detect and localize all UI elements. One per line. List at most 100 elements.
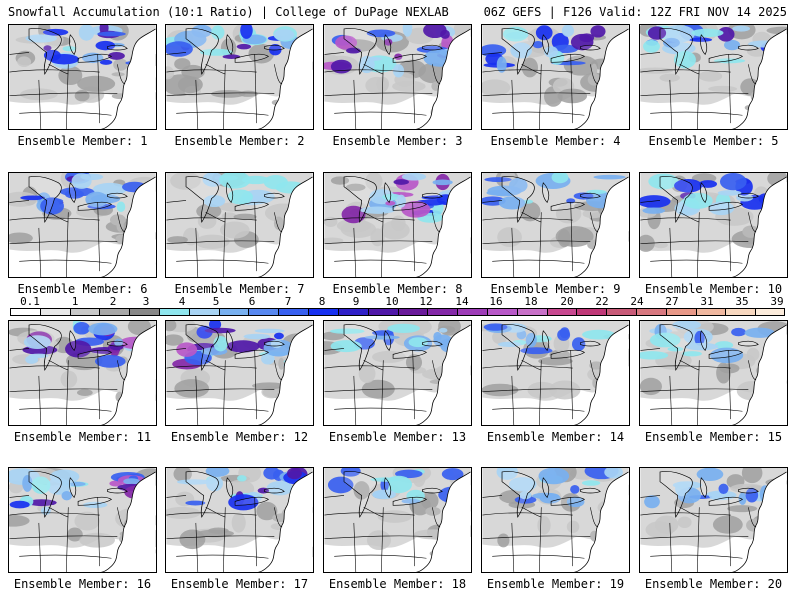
snow-contour xyxy=(581,480,601,486)
ocean xyxy=(574,28,629,129)
snow-contour xyxy=(327,476,354,494)
snow-contour xyxy=(365,173,383,191)
snow-contour xyxy=(387,323,420,333)
snow-contour xyxy=(492,330,508,345)
snow-contour xyxy=(211,25,225,40)
snow-contour xyxy=(590,25,606,38)
snow-contour xyxy=(371,350,406,363)
colorbar-label: 3 xyxy=(142,295,150,308)
colorbar-tick xyxy=(337,308,339,316)
snow-contour xyxy=(393,64,405,78)
ensemble-panel-20 xyxy=(639,467,788,573)
state-boundary xyxy=(117,212,126,233)
snowfall-map xyxy=(640,25,787,129)
state-boundary xyxy=(66,507,69,572)
state-boundary xyxy=(166,512,257,516)
state-boundary xyxy=(9,52,30,55)
state-boundary xyxy=(640,348,661,351)
colorbar xyxy=(10,308,786,316)
colorbar-tick xyxy=(576,308,578,316)
snow-contour xyxy=(520,347,553,355)
state-boundary xyxy=(482,52,503,55)
state-boundary xyxy=(412,497,415,567)
coastline xyxy=(101,471,156,572)
snow-contour xyxy=(535,25,553,41)
state-boundary xyxy=(640,200,661,203)
snow-contour xyxy=(74,511,100,531)
state-boundary xyxy=(9,92,118,96)
snow-contour xyxy=(243,333,271,340)
coastline xyxy=(416,324,471,425)
state-boundary xyxy=(363,359,384,371)
ensemble-panel-4 xyxy=(481,24,630,130)
snow-contour xyxy=(116,201,126,213)
snowfall-map xyxy=(166,468,313,572)
ocean xyxy=(732,471,787,572)
state-boundary xyxy=(640,495,661,498)
snow-contour xyxy=(484,177,512,183)
snow-contour xyxy=(718,483,729,494)
snow-contour xyxy=(278,357,285,370)
state-boundary xyxy=(195,522,199,572)
snowfall-map xyxy=(482,321,629,425)
ocean xyxy=(416,471,471,572)
state-boundary xyxy=(511,227,515,277)
colorbar-swatch xyxy=(10,308,41,316)
snow-contour xyxy=(521,57,539,78)
snow-contour xyxy=(439,327,448,333)
colorbar-swatch xyxy=(69,308,100,316)
snow-contour xyxy=(482,79,511,96)
colorbar-tick xyxy=(278,308,280,316)
snow-contour xyxy=(496,56,507,73)
coastline xyxy=(258,471,313,572)
snow-contour xyxy=(441,468,464,481)
colorbar-tick xyxy=(695,308,697,316)
colorbar-label: 27 xyxy=(665,295,679,308)
ensemble-panel-18 xyxy=(323,467,472,573)
colorbar-label: 14 xyxy=(455,295,469,308)
colorbar-label: 9 xyxy=(352,295,360,308)
ensemble-panel-16 xyxy=(8,467,157,573)
state-boundary xyxy=(9,388,118,392)
snow-contour xyxy=(28,353,49,358)
state-boundary xyxy=(728,54,731,124)
snow-contour xyxy=(555,225,594,247)
snow-contour xyxy=(731,327,746,337)
snow-contour xyxy=(440,29,450,39)
snow-contour xyxy=(111,72,125,77)
state-boundary xyxy=(412,202,415,272)
snow-contour xyxy=(366,530,392,551)
snow-contour xyxy=(372,489,397,500)
state-boundary xyxy=(640,92,749,96)
snow-contour xyxy=(685,342,719,351)
state-boundary xyxy=(166,388,275,392)
ensemble-member-label: Ensemble Member: 6 xyxy=(17,282,148,296)
state-boundary xyxy=(521,506,542,518)
state-boundary xyxy=(9,69,100,73)
state-boundary xyxy=(223,64,226,129)
snow-contour xyxy=(340,468,361,477)
state-boundary xyxy=(650,259,743,264)
colorbar-swatch xyxy=(278,308,309,316)
colorbar-swatch xyxy=(248,308,279,316)
colorbar-swatch xyxy=(606,308,637,316)
snow-contour xyxy=(66,527,83,542)
snowfall-map xyxy=(640,468,787,572)
snow-contour xyxy=(557,88,588,104)
snow-contour xyxy=(9,500,30,509)
state-boundary xyxy=(97,54,100,124)
colorbar-swatch xyxy=(397,308,428,316)
state-boundary xyxy=(254,497,257,567)
snow-contour xyxy=(555,204,582,224)
state-boundary xyxy=(9,535,118,539)
snow-contour xyxy=(559,327,570,339)
snow-contour xyxy=(717,190,742,196)
snow-contour xyxy=(208,527,229,534)
snow-contour xyxy=(727,505,758,513)
state-boundary xyxy=(223,212,226,277)
snow-contour xyxy=(369,189,395,205)
state-boundary xyxy=(679,63,700,75)
ensemble-panel-1 xyxy=(8,24,157,130)
state-boundary xyxy=(669,522,673,572)
state-boundary xyxy=(334,259,427,264)
